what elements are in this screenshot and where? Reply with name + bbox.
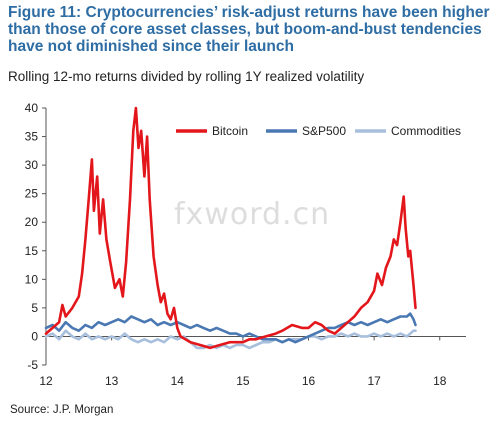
y-tick-label: 40 (25, 101, 39, 115)
legend-label: Commodities (391, 124, 461, 138)
y-tick-label: 0 (31, 329, 38, 343)
y-tick-label: 25 (25, 187, 39, 201)
legend-label: S&P500 (302, 124, 346, 138)
y-tick-label: 5 (31, 301, 38, 315)
series-line-bitcoin (44, 106, 417, 350)
y-tick-label: 10 (25, 272, 39, 286)
x-tick-label: 13 (105, 374, 119, 388)
line-chart: -5 0 5 10 15 20 25 30 35 40 12 13 14 15 16 17 18 Bitcoin S… (25, 101, 466, 388)
y-tick-label: 30 (25, 158, 39, 172)
series-line-commodities (44, 329, 417, 350)
figure-subtitle: Rolling 12-mo returns divided by rolling… (8, 69, 365, 84)
x-tick-label: 12 (39, 374, 53, 388)
x-tick-label: 14 (171, 374, 185, 388)
x-tick-label: 17 (367, 374, 381, 388)
title-line-3: have not diminished since their launch (8, 38, 294, 55)
x-tick-label: 15 (236, 374, 250, 388)
y-tick-label: -5 (27, 358, 38, 372)
y-tick-label: 35 (25, 130, 39, 144)
y-tick-label: 20 (25, 215, 39, 229)
series-line-s-p500 (44, 312, 417, 344)
legend-label: Bitcoin (212, 124, 248, 138)
title-line-2: than those of core asset classes, but bo… (8, 21, 482, 38)
x-tick-label: 16 (302, 374, 316, 388)
title-line-1: Figure 11: Cryptocurrencies’ risk-adjust… (8, 4, 490, 21)
watermark: fxword.cn (174, 197, 331, 232)
source-note: Source: J.P. Morgan (10, 404, 114, 416)
x-tick-label: 18 (433, 374, 447, 388)
figure-title: Figure 11: Cryptocurrencies’ risk-adjust… (8, 4, 494, 55)
y-tick-label: 15 (25, 244, 39, 258)
